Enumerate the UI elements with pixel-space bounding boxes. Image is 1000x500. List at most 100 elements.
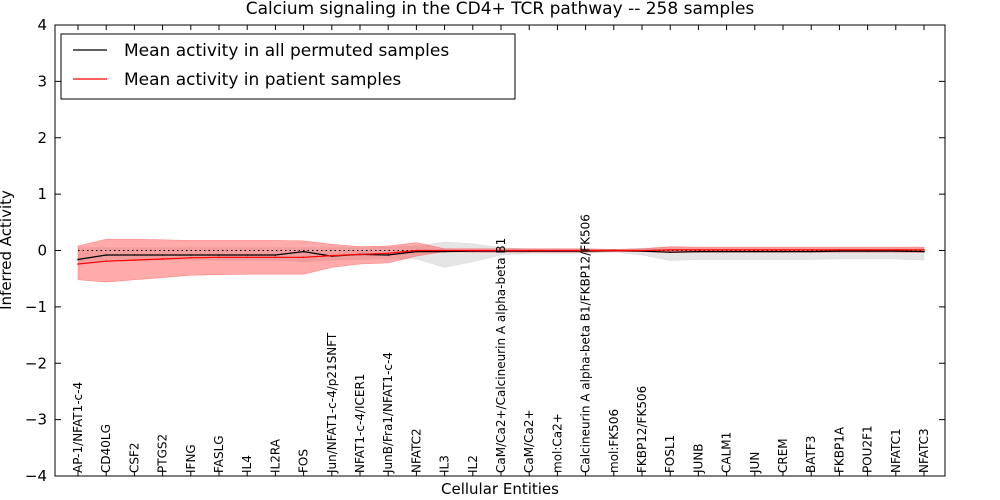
x-category-label: Jun/NFAT1-c-4/p21SNFT xyxy=(325,332,339,474)
point-permuted xyxy=(190,254,192,256)
point-permuted xyxy=(415,250,418,253)
x-category-label: IL4 xyxy=(240,455,254,473)
x-category-label: IFNG xyxy=(184,444,198,473)
point-patient xyxy=(500,249,502,252)
y-tick-label: 1 xyxy=(37,185,47,203)
point-patient xyxy=(331,254,333,257)
x-category-label: BATF3 xyxy=(804,436,818,473)
x-category-label: CREM xyxy=(776,438,790,473)
x-category-label: CaM/Ca2+/Calcineurin A alpha-beta B1 xyxy=(494,238,508,473)
x-category-label: CaM/Ca2+ xyxy=(522,409,536,473)
x-category-label: IL2RA xyxy=(268,438,282,473)
legend: Mean activity in all permuted samples Mea… xyxy=(60,33,516,100)
point-patient xyxy=(161,258,164,260)
point-permuted xyxy=(302,250,305,253)
x-category-label: POU2F1 xyxy=(861,425,875,473)
point-permuted xyxy=(133,254,136,256)
x-category-label: JUNB xyxy=(691,443,705,474)
x-category-label: CSF2 xyxy=(127,442,141,473)
x-category-label: FOS xyxy=(297,449,311,473)
point-patient xyxy=(725,249,728,251)
y-tick-label: −3 xyxy=(25,411,47,429)
point-permuted xyxy=(443,250,446,253)
y-tick-label: 0 xyxy=(37,242,47,260)
chart-title: Calcium signaling in the CD4+ TCR pathwa… xyxy=(246,0,755,19)
point-permuted xyxy=(669,251,671,253)
y-axis-title: Inferred Activity xyxy=(0,190,15,310)
y-tick-label: −2 xyxy=(25,354,47,372)
x-category-label: CD40LG xyxy=(99,424,113,473)
band-permuted xyxy=(77,241,925,268)
x-axis-category-labels: AP-1/NFAT1-c-4 CD40LG CSF2 PTGS2 IFNG FASLG IL… xyxy=(71,25,931,476)
y-tick-label: −4 xyxy=(25,467,47,485)
point-patient xyxy=(133,259,136,261)
point-patient xyxy=(895,249,897,251)
point-patient xyxy=(528,249,530,252)
point-patient xyxy=(387,252,390,255)
point-patient xyxy=(415,249,418,252)
x-category-label: JUN xyxy=(748,452,762,474)
x-category-label: mol:FK506 xyxy=(607,409,621,473)
point-patient xyxy=(697,249,700,251)
point-patient xyxy=(866,249,869,251)
point-patient xyxy=(641,249,643,252)
point-patient xyxy=(302,256,305,259)
legend-label-permuted: Mean activity in all permuted samples xyxy=(124,41,449,61)
point-patient xyxy=(218,256,220,259)
x-category-label: FKBP1A xyxy=(832,426,846,473)
x-category-label: FKBP12/FK506 xyxy=(635,386,649,473)
point-patient xyxy=(105,260,107,263)
point-permuted xyxy=(105,254,107,256)
x-category-label: NFATC3 xyxy=(917,428,931,473)
point-permuted xyxy=(274,254,277,256)
point-patient xyxy=(556,249,559,252)
x-category-label: Calcineurin A alpha-beta B1/FKBP12/FK506 xyxy=(579,214,593,473)
x-category-label: PTGS2 xyxy=(156,434,170,473)
series-lines xyxy=(77,249,925,265)
point-permuted xyxy=(161,254,164,256)
point-permuted xyxy=(246,254,248,256)
point-patient xyxy=(190,257,192,259)
point-patient xyxy=(77,263,79,265)
point-permuted xyxy=(838,250,841,252)
x-category-label: JunB/Fra1/NFAT1-c-4 xyxy=(381,352,395,474)
x-category-label: FASLG xyxy=(212,435,226,473)
point-permuted xyxy=(725,250,728,253)
x-category-label: IL2 xyxy=(466,455,480,473)
x-category-label: CALM1 xyxy=(720,432,734,473)
x-category-label: AP-1/NFAT1-c-4 xyxy=(71,382,85,473)
y-tick-label: 3 xyxy=(37,72,47,90)
point-patient xyxy=(669,249,671,251)
point-patient xyxy=(782,249,784,251)
point-patient xyxy=(359,253,361,256)
point-patient xyxy=(613,249,615,252)
point-permuted xyxy=(218,254,220,256)
y-tick-label: 2 xyxy=(37,129,47,147)
point-permuted xyxy=(923,250,925,253)
x-category-label: IL3 xyxy=(438,455,452,473)
point-permuted xyxy=(782,250,784,253)
point-patient xyxy=(838,249,841,251)
point-patient xyxy=(810,249,812,251)
x-category-label: mol:Ca2+ xyxy=(550,413,564,473)
point-permuted xyxy=(387,254,390,256)
point-patient xyxy=(923,249,925,251)
point-patient xyxy=(246,256,248,259)
x-category-label: NFAT1-c-4/ICER1 xyxy=(353,374,367,473)
legend-label-patient: Mean activity in patient samples xyxy=(124,70,401,90)
x-axis-title: Cellular Entities xyxy=(441,480,559,498)
point-patient xyxy=(472,249,474,252)
y-tick-label: 4 xyxy=(37,16,47,34)
point-permuted xyxy=(754,250,756,253)
point-patient xyxy=(274,256,277,259)
y-tick-label: −1 xyxy=(25,298,47,316)
point-patient xyxy=(443,249,446,252)
point-permuted xyxy=(77,258,79,261)
x-category-label: FOSL1 xyxy=(663,435,677,473)
point-permuted xyxy=(895,250,897,252)
point-permuted xyxy=(866,250,869,252)
x-category-label: NFATC2 xyxy=(409,428,423,473)
legend-box xyxy=(60,33,516,100)
x-category-label: NFATC1 xyxy=(889,428,903,473)
